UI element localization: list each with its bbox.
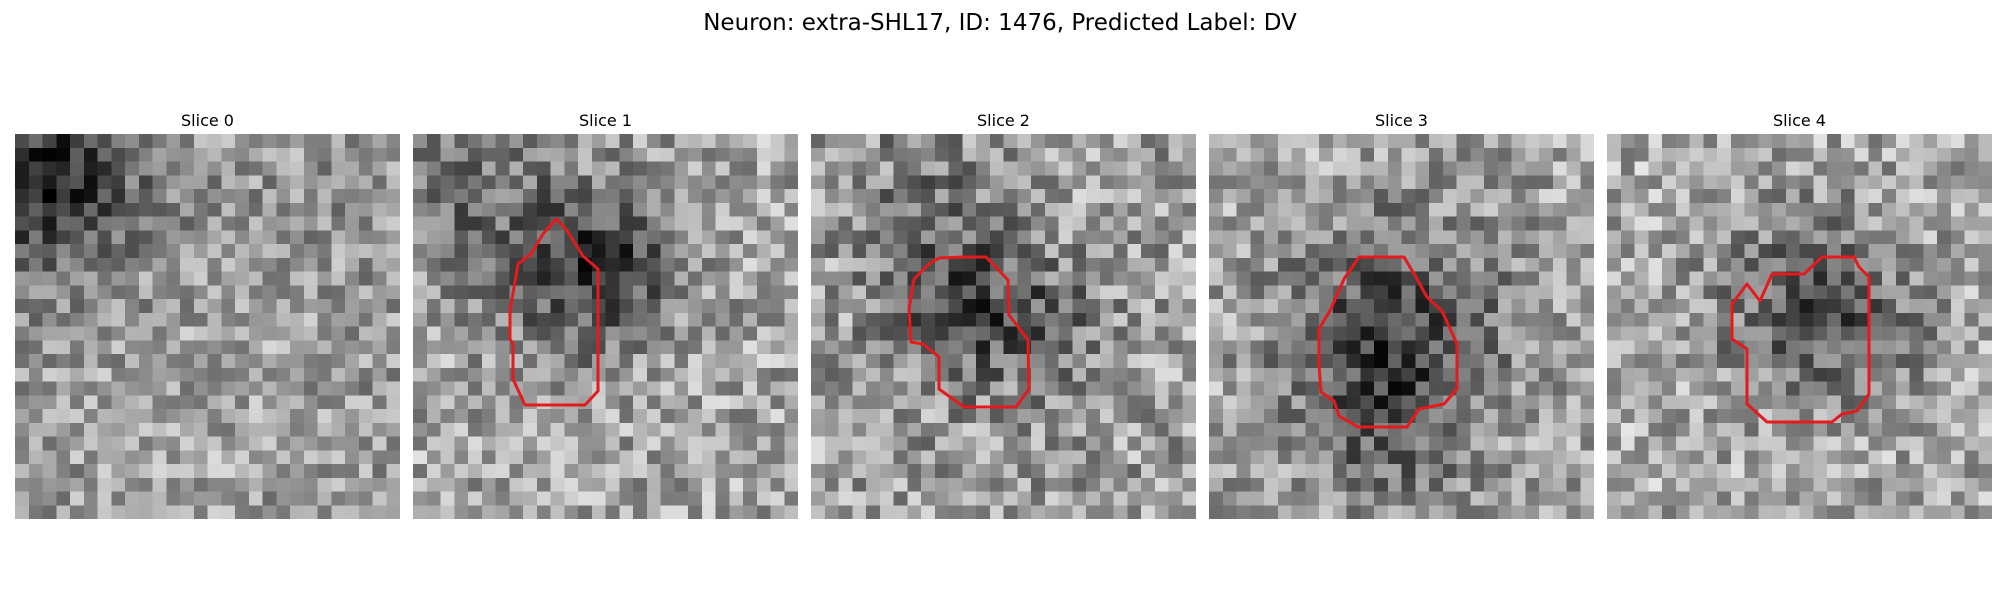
contour-line <box>1317 255 1459 429</box>
figure-title: Neuron: extra-SHL17, ID: 1476, Predicted… <box>703 10 1297 36</box>
contour-line <box>508 217 600 407</box>
segmentation-contour <box>907 255 1031 409</box>
slice-panel-0: Slice 0 <box>15 108 400 519</box>
slice-panel-1: Slice 1 <box>413 108 798 519</box>
slice-image <box>1209 134 1594 519</box>
slice-title: Slice 0 <box>181 111 234 130</box>
slice-image <box>1607 134 1992 519</box>
slice-image <box>811 134 1196 519</box>
segmentation-contour <box>1730 255 1871 424</box>
slice-title: Slice 4 <box>1773 111 1826 130</box>
slice-image <box>15 134 400 519</box>
slice-image <box>413 134 798 519</box>
segmentation-contour <box>1317 255 1459 429</box>
slice-title: Slice 2 <box>977 111 1030 130</box>
segmentation-contour <box>508 217 600 407</box>
contour-line <box>1730 255 1871 424</box>
slice-title: Slice 3 <box>1375 111 1428 130</box>
slice-panel-4: Slice 4 <box>1607 108 1992 519</box>
slice-title: Slice 1 <box>579 111 632 130</box>
slice-panel-2: Slice 2 <box>811 108 1196 519</box>
slice-panel-3: Slice 3 <box>1209 108 1594 519</box>
contour-line <box>907 255 1031 409</box>
